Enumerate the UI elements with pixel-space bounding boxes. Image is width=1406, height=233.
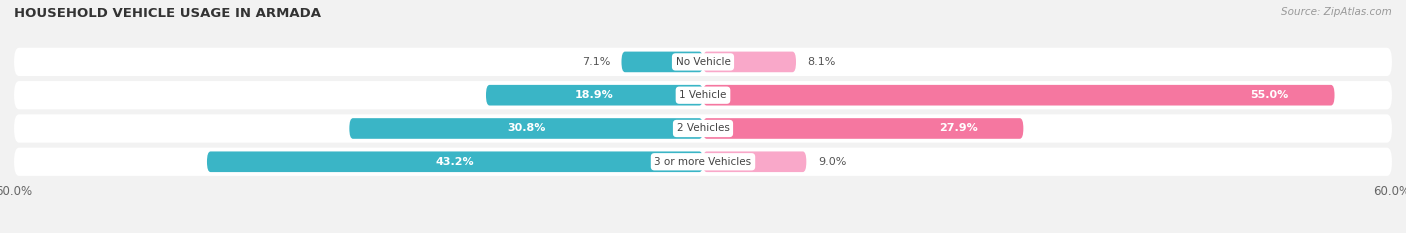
FancyBboxPatch shape (14, 148, 1392, 176)
Text: 18.9%: 18.9% (575, 90, 614, 100)
FancyBboxPatch shape (703, 118, 1024, 139)
FancyBboxPatch shape (14, 81, 1392, 109)
Legend: Owner-occupied, Renter-occupied: Owner-occupied, Renter-occupied (576, 230, 830, 233)
FancyBboxPatch shape (486, 85, 703, 106)
Text: 1 Vehicle: 1 Vehicle (679, 90, 727, 100)
FancyBboxPatch shape (703, 85, 1334, 106)
Text: 7.1%: 7.1% (582, 57, 610, 67)
FancyBboxPatch shape (621, 51, 703, 72)
FancyBboxPatch shape (14, 114, 1392, 143)
FancyBboxPatch shape (703, 151, 807, 172)
Text: 55.0%: 55.0% (1250, 90, 1289, 100)
Text: 2 Vehicles: 2 Vehicles (676, 123, 730, 134)
Text: 30.8%: 30.8% (508, 123, 546, 134)
Text: Source: ZipAtlas.com: Source: ZipAtlas.com (1281, 7, 1392, 17)
Text: No Vehicle: No Vehicle (675, 57, 731, 67)
Text: HOUSEHOLD VEHICLE USAGE IN ARMADA: HOUSEHOLD VEHICLE USAGE IN ARMADA (14, 7, 321, 20)
Text: 43.2%: 43.2% (436, 157, 474, 167)
Text: 9.0%: 9.0% (818, 157, 846, 167)
Text: 3 or more Vehicles: 3 or more Vehicles (654, 157, 752, 167)
FancyBboxPatch shape (703, 51, 796, 72)
FancyBboxPatch shape (207, 151, 703, 172)
Text: 8.1%: 8.1% (807, 57, 835, 67)
FancyBboxPatch shape (349, 118, 703, 139)
Text: 27.9%: 27.9% (939, 123, 977, 134)
FancyBboxPatch shape (14, 48, 1392, 76)
